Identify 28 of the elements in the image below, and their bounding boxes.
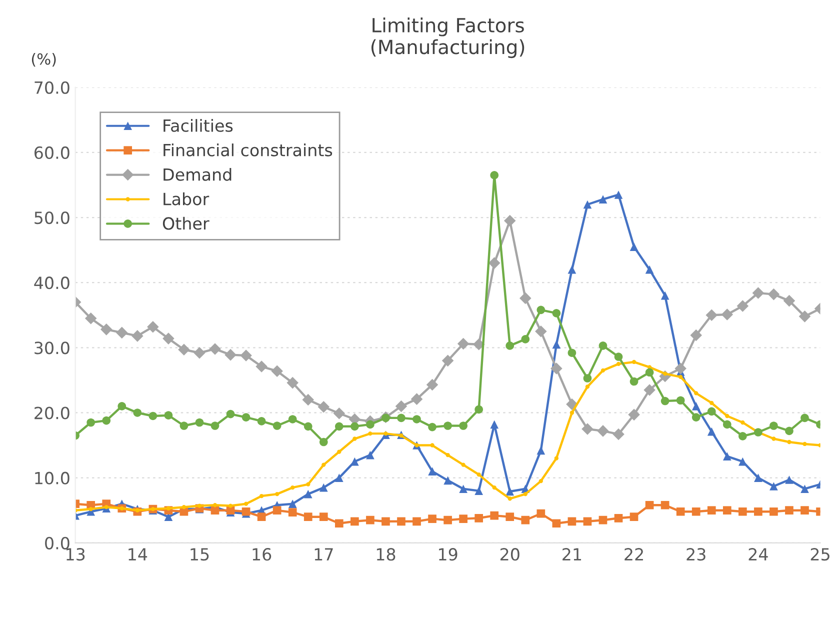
legend-label: Labor xyxy=(164,192,210,206)
x-tick-label: 19 xyxy=(439,548,458,561)
x-tick-label: 17 xyxy=(314,548,333,560)
y-tick-label: 20.0 xyxy=(34,406,70,420)
legend-label: Demand xyxy=(164,168,232,181)
y-tick-label: 50.0 xyxy=(34,211,70,224)
y-tick-label: 40.0 xyxy=(34,276,70,290)
chart-title: Limiting Factors (Manufacturing) xyxy=(371,17,524,58)
legend-label: Other xyxy=(162,216,210,230)
x-tick-label: 23 xyxy=(686,548,706,561)
x-tick-label: 14 xyxy=(128,548,148,560)
y-tick-label: 60.0 xyxy=(34,146,70,160)
x-tick-label: 21 xyxy=(562,548,582,560)
x-tick-label: 18 xyxy=(376,548,396,561)
y-tick-label: 10.0 xyxy=(35,472,70,484)
x-tick-label: 13 xyxy=(66,548,85,561)
legend-label: Facilities xyxy=(164,119,233,132)
x-tick-label: 24 xyxy=(748,548,768,560)
y-tick-label: 30.0 xyxy=(34,342,70,354)
legend-label: Financial constraints xyxy=(164,143,332,156)
y-tick-label: 0.0 xyxy=(45,536,70,550)
x-tick-label: 22 xyxy=(624,548,643,560)
x-tick-label: 20 xyxy=(500,548,520,561)
y-axis-title: (%) xyxy=(32,52,56,67)
x-tick-label: 15 xyxy=(190,548,209,561)
y-tick-label: 70.0 xyxy=(34,81,70,94)
x-tick-label: 16 xyxy=(252,548,272,561)
x-tick-label: 25 xyxy=(810,548,830,561)
